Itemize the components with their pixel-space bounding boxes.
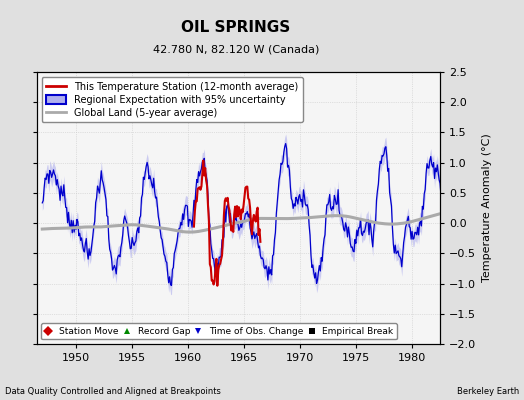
- Legend: Station Move, Record Gap, Time of Obs. Change, Empirical Break: Station Move, Record Gap, Time of Obs. C…: [41, 323, 397, 340]
- Text: Data Quality Controlled and Aligned at Breakpoints: Data Quality Controlled and Aligned at B…: [5, 387, 221, 396]
- Text: Berkeley Earth: Berkeley Earth: [456, 387, 519, 396]
- Text: OIL SPRINGS: OIL SPRINGS: [181, 20, 290, 35]
- Text: 42.780 N, 82.120 W (Canada): 42.780 N, 82.120 W (Canada): [152, 44, 319, 54]
- Y-axis label: Temperature Anomaly (°C): Temperature Anomaly (°C): [482, 134, 492, 282]
